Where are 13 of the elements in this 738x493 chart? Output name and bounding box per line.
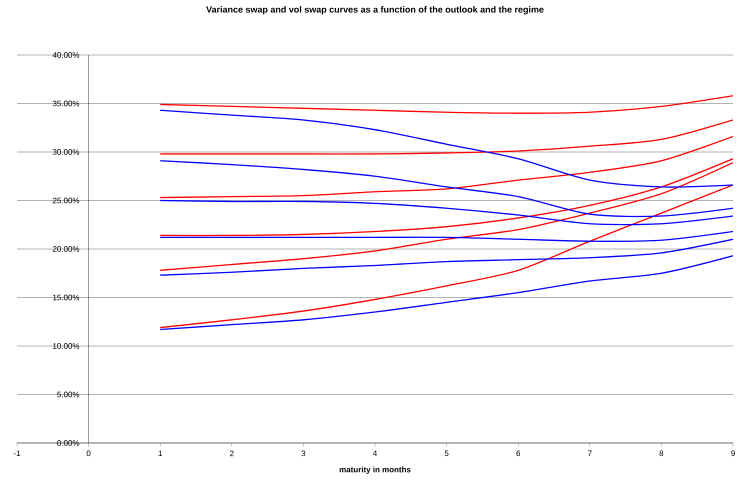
chart-title: Variance swap and vol swap curves as a function of the outlook and the regime — [206, 6, 544, 14]
line-series — [160, 200, 734, 226]
line-series — [160, 160, 734, 218]
line-series — [160, 238, 734, 276]
line-series — [160, 255, 734, 330]
line-series — [160, 162, 734, 271]
line-series — [160, 230, 734, 242]
line-series — [160, 110, 734, 188]
line-series — [160, 184, 734, 328]
line-series — [160, 158, 734, 236]
line-series — [160, 119, 734, 155]
line-series — [160, 136, 734, 198]
line-series — [160, 95, 734, 114]
